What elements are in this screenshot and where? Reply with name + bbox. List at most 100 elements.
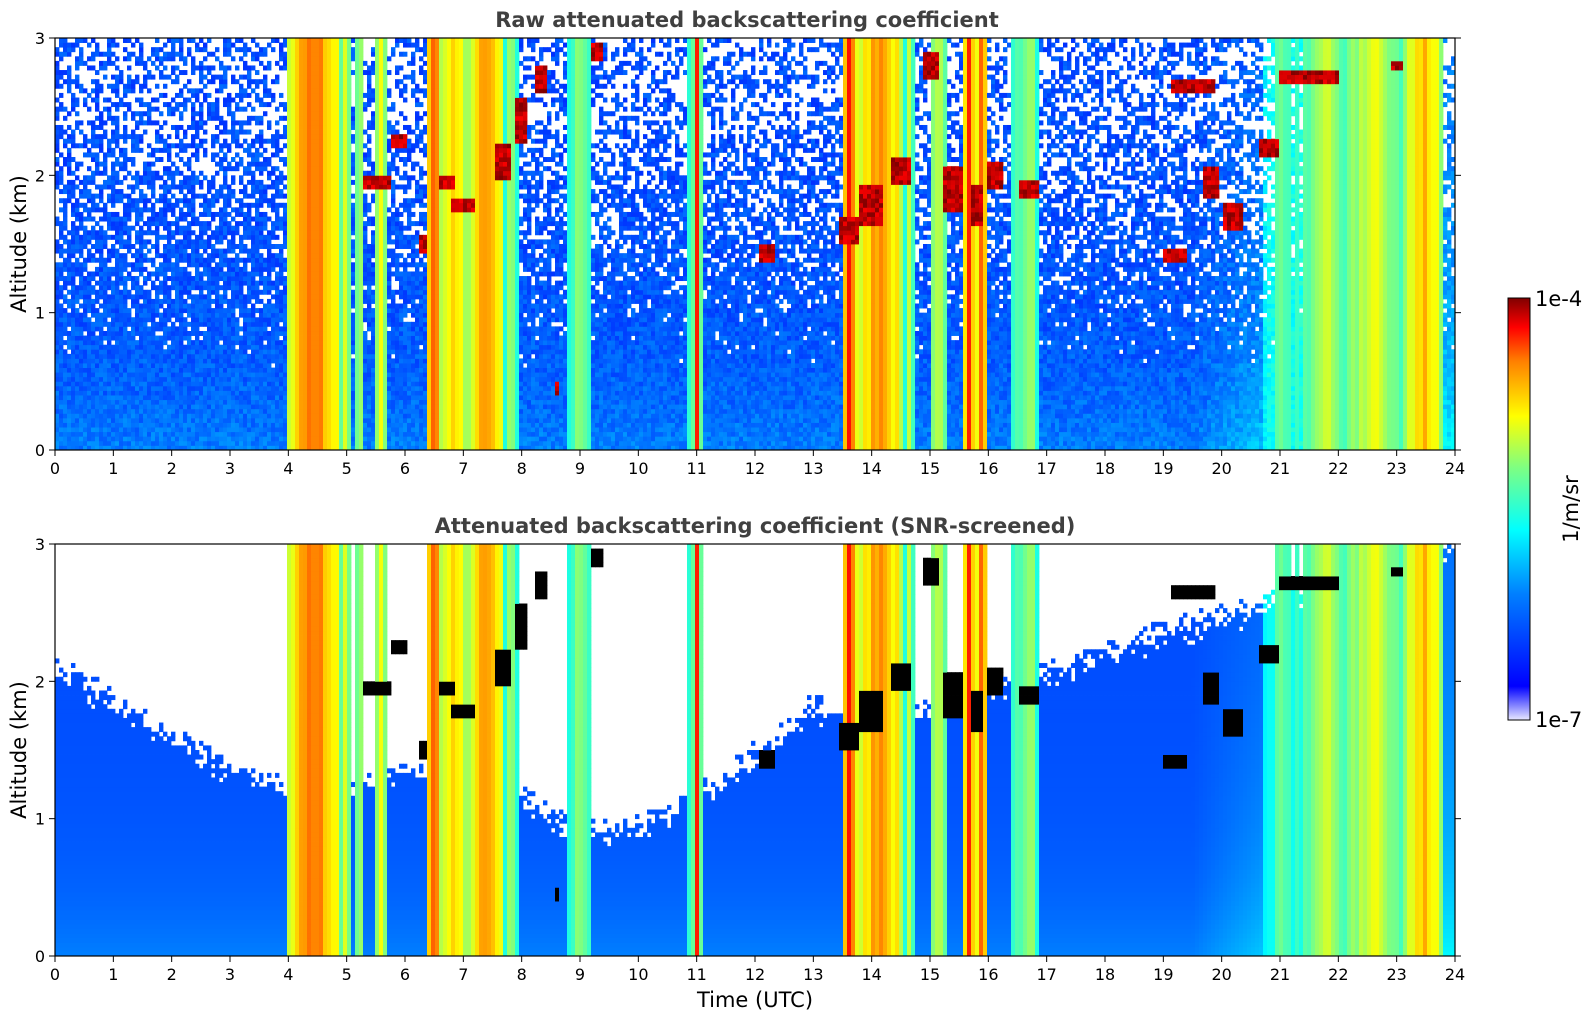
heatmap-cell (107, 326, 111, 331)
heatmap-cell (135, 345, 139, 350)
heatmap-cell (123, 244, 127, 249)
heatmap-cell (127, 157, 131, 162)
heatmap-cell (127, 363, 131, 368)
heatmap-cell (79, 363, 83, 368)
heatmap-cell (107, 322, 111, 327)
heatmap-cell (143, 390, 147, 395)
heatmap-cell (79, 400, 83, 405)
heatmap-cell (107, 56, 111, 61)
heatmap-cell (139, 349, 143, 354)
heatmap-cell (59, 230, 63, 235)
heatmap-cell (131, 79, 135, 84)
heatmap-cell (123, 372, 127, 377)
heatmap-cell (75, 331, 79, 336)
heatmap-cell (119, 326, 123, 331)
heatmap-cell (123, 207, 127, 212)
heatmap-cell (119, 262, 123, 267)
heatmap-cell (147, 107, 151, 112)
heatmap-cell (63, 322, 67, 327)
heatmap-cell (59, 290, 63, 295)
heatmap-cell (103, 271, 107, 276)
heatmap-cell (75, 249, 79, 254)
heatmap-cell (91, 418, 95, 423)
heatmap-cell (135, 56, 139, 61)
heatmap-cell (71, 404, 75, 409)
heatmap-cell (147, 239, 151, 244)
heatmap-cell (91, 157, 95, 162)
heatmap-cell (127, 79, 131, 84)
heatmap-cell (71, 253, 75, 258)
heatmap-cell (95, 418, 99, 423)
heatmap-cell (87, 299, 91, 304)
heatmap-cell (151, 354, 155, 359)
heatmap-cell (119, 436, 123, 441)
heatmap-cell (131, 372, 135, 377)
heatmap-cell (95, 290, 99, 295)
heatmap-cell (83, 436, 87, 441)
heatmap-cell (55, 336, 59, 341)
heatmap-cell (103, 267, 107, 272)
heatmap-cell (75, 207, 79, 212)
heatmap-cell (87, 372, 91, 377)
heatmap-cell (127, 395, 131, 400)
heatmap-cell (139, 400, 143, 405)
heatmap-cell (147, 217, 151, 222)
heatmap-cell (67, 436, 71, 441)
heatmap-cell (127, 134, 131, 139)
heatmap-cell (119, 349, 123, 354)
heatmap-cell (79, 413, 83, 418)
heatmap-cell (95, 84, 99, 89)
heatmap-cell (135, 125, 139, 130)
heatmap-cell (71, 226, 75, 231)
heatmap-cell (63, 212, 67, 217)
heatmap-cell (55, 354, 59, 359)
heatmap-cell (127, 313, 131, 318)
heatmap-cell (151, 336, 155, 341)
heatmap-cell (135, 363, 139, 368)
heatmap-cell (99, 148, 103, 153)
heatmap-cell (63, 358, 67, 363)
heatmap-cell (103, 363, 107, 368)
heatmap-cell (95, 349, 99, 354)
heatmap-cell (103, 217, 107, 222)
heatmap-cell (87, 386, 91, 391)
heatmap-cell (67, 230, 71, 235)
heatmap-cell (135, 198, 139, 203)
heatmap-cell (71, 304, 75, 309)
heatmap-cell (131, 134, 135, 139)
heatmap-cell (139, 180, 143, 185)
heatmap-cell (95, 358, 99, 363)
heatmap-cell (91, 432, 95, 437)
heatmap-cell (115, 345, 119, 350)
heatmap-cell (83, 441, 87, 446)
heatmap-cell (83, 290, 87, 295)
heatmap-cell (87, 271, 91, 276)
heatmap-cell (151, 212, 155, 217)
heatmap-cell (67, 441, 71, 446)
heatmap-cell (135, 294, 139, 299)
heatmap-cell (119, 221, 123, 226)
heatmap-cell (63, 285, 67, 290)
heatmap-cell (139, 418, 143, 423)
heatmap-cell (83, 235, 87, 240)
heatmap-cell (119, 239, 123, 244)
heatmap-cell (107, 276, 111, 281)
heatmap-cell (139, 249, 143, 254)
heatmap-cell (127, 65, 131, 70)
heatmap-cell (55, 418, 59, 423)
heatmap-cell (147, 349, 151, 354)
heatmap-cell (143, 377, 147, 382)
heatmap-cell (143, 427, 147, 432)
heatmap-cell (135, 418, 139, 423)
heatmap-cell (103, 171, 107, 176)
heatmap-cell (79, 143, 83, 148)
heatmap-cell (87, 212, 91, 217)
heatmap-cell (139, 139, 143, 144)
heatmap-cell (87, 304, 91, 309)
heatmap-cell (55, 244, 59, 249)
heatmap-cell (111, 441, 115, 446)
heatmap-cell (63, 43, 67, 48)
heatmap-cell (75, 244, 79, 249)
heatmap-cell (67, 304, 71, 309)
heatmap-cell (115, 235, 119, 240)
